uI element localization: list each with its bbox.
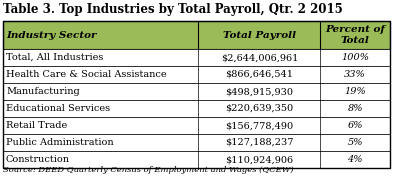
Bar xyxy=(3,117,390,134)
Bar xyxy=(3,21,390,49)
Bar xyxy=(3,83,390,100)
Text: Percent of
Total: Percent of Total xyxy=(325,25,385,45)
Text: Public Administration: Public Administration xyxy=(6,138,114,147)
Text: Manufacturing: Manufacturing xyxy=(6,87,80,96)
Text: $110,924,906: $110,924,906 xyxy=(225,155,294,164)
Text: 100%: 100% xyxy=(341,53,369,62)
Text: 19%: 19% xyxy=(344,87,366,96)
Text: 6%: 6% xyxy=(347,121,363,130)
Bar xyxy=(3,49,390,66)
Bar xyxy=(3,134,390,151)
Text: Total, All Industries: Total, All Industries xyxy=(6,53,103,62)
Text: Total Payroll: Total Payroll xyxy=(223,30,296,40)
Bar xyxy=(3,151,390,168)
Text: Construction: Construction xyxy=(6,155,70,164)
Text: 5%: 5% xyxy=(347,138,363,147)
Text: 4%: 4% xyxy=(347,155,363,164)
Text: $866,646,541: $866,646,541 xyxy=(226,70,294,79)
Bar xyxy=(3,100,390,117)
Text: 33%: 33% xyxy=(344,70,366,79)
Text: $127,188,237: $127,188,237 xyxy=(225,138,294,147)
Text: $220,639,350: $220,639,350 xyxy=(225,104,294,113)
Text: Table 3. Top Industries by Total Payroll, Qtr. 2 2015: Table 3. Top Industries by Total Payroll… xyxy=(3,3,343,16)
Bar xyxy=(3,66,390,83)
Text: Health Care & Social Assistance: Health Care & Social Assistance xyxy=(6,70,167,79)
Text: $498,915,930: $498,915,930 xyxy=(226,87,294,96)
Text: 8%: 8% xyxy=(347,104,363,113)
Text: Educational Services: Educational Services xyxy=(6,104,110,113)
Text: $2,644,006,961: $2,644,006,961 xyxy=(221,53,298,62)
Text: $156,778,490: $156,778,490 xyxy=(225,121,294,130)
Text: Retail Trade: Retail Trade xyxy=(6,121,67,130)
Text: Source: DEED Quarterly Census of Employment and Wages (QCEW): Source: DEED Quarterly Census of Employm… xyxy=(3,166,294,174)
Text: Industry Sector: Industry Sector xyxy=(6,30,97,40)
Bar xyxy=(3,21,390,168)
